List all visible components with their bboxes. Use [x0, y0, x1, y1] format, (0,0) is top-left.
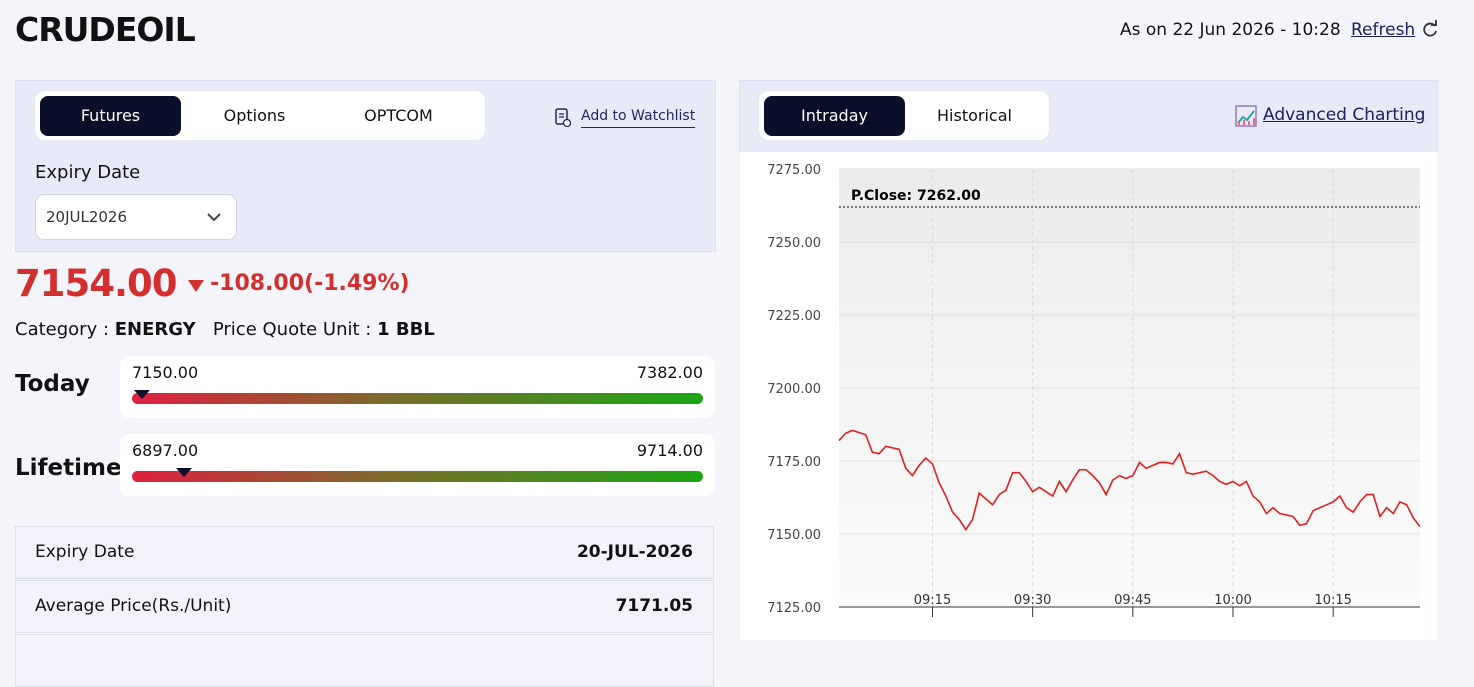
- x-tick-label: 09:15: [914, 593, 951, 608]
- range-label: Today: [15, 371, 90, 397]
- table-row: Expiry Date 20-JUL-2026: [15, 526, 714, 579]
- range-bar: [132, 393, 703, 404]
- y-tick-label: 7275.00: [767, 163, 821, 178]
- page: CRUDEOIL As on 22 Jun 2026 - 10:28 Refre…: [15, 10, 1439, 687]
- tab[interactable]: Options: [223, 106, 286, 125]
- x-tick-label: 10:00: [1214, 593, 1251, 608]
- expiry-value: 20JUL2026: [46, 208, 128, 226]
- range-high: 7382.00: [636, 363, 703, 382]
- row-value: 7171.05: [615, 596, 693, 616]
- refresh-icon[interactable]: [1421, 20, 1439, 38]
- x-tick-label: 09:45: [1114, 593, 1151, 608]
- range-marker: [176, 468, 193, 477]
- category-line: Category : ENERGY Price Quote Unit : 1 B…: [15, 319, 435, 340]
- y-tick-label: 7250.00: [767, 236, 821, 251]
- tab[interactable]: OPTCOM: [364, 106, 433, 125]
- tab[interactable]: Intraday: [764, 96, 905, 136]
- advanced-charting[interactable]: Advanced Charting: [1263, 105, 1426, 125]
- y-tick-label: 7200.00: [767, 382, 821, 397]
- y-tick-label: 7225.00: [767, 309, 821, 324]
- row-value: 20-JUL-2026: [576, 542, 693, 562]
- tab[interactable]: Historical: [937, 106, 1012, 125]
- category-value: ENERGY: [114, 319, 196, 340]
- unit-label: Price Quote Unit :: [212, 319, 372, 340]
- tab-bar: Futures Options OPTCOM: [35, 91, 485, 140]
- x-tick-label: 10:15: [1314, 593, 1351, 608]
- range-high: 9714.00: [636, 441, 703, 460]
- row-label: Average Price(Rs./Unit): [35, 596, 232, 616]
- range-marker: [133, 390, 150, 399]
- expiry-label: Expiry Date: [35, 162, 141, 183]
- x-tick-label: 09:30: [1014, 593, 1051, 608]
- chart-tab-bar: Intraday Historical: [759, 91, 1049, 140]
- price: 7154.00: [15, 262, 178, 305]
- intraday-chart: 7125.00 7150.00 7175.00 7200.00 7225.00 7250.…: [740, 152, 1437, 640]
- range-card: 7150.00 7382.00: [120, 356, 715, 418]
- change: -108.00(-1.49%): [210, 271, 410, 296]
- y-tick-label: 7150.00: [767, 528, 821, 543]
- range-bar: [132, 471, 703, 482]
- expiry-select[interactable]: 20JUL2026: [35, 194, 237, 240]
- row-label: Expiry Date: [35, 542, 135, 562]
- chart-icon[interactable]: [1235, 105, 1259, 127]
- tab[interactable]: Futures: [40, 96, 181, 136]
- title: CRUDEOIL: [15, 10, 196, 49]
- category-label: Category :: [15, 319, 110, 340]
- down-arrow: [188, 280, 204, 292]
- range-low: 7150.00: [132, 363, 199, 382]
- range-label: Lifetime: [15, 455, 122, 481]
- price-line: [838, 429, 1421, 532]
- unit-value: 1 BBL: [377, 319, 435, 340]
- chevron: [207, 213, 221, 222]
- add-to-watchlist[interactable]: Add to Watchlist: [581, 108, 696, 128]
- y-tick-label: 7175.00: [767, 455, 821, 470]
- range-card: 6897.00 9714.00: [120, 434, 715, 496]
- refresh[interactable]: Refresh: [1351, 20, 1416, 40]
- watchlist-icon[interactable]: [554, 108, 572, 128]
- range-low: 6897.00: [132, 441, 199, 460]
- table-row: [15, 634, 714, 687]
- as-on: As on 22 Jun 2026 - 10:28: [1120, 20, 1341, 40]
- table-row: Average Price(Rs./Unit) 7171.05: [15, 580, 714, 633]
- reference-label: P.Close: 7262.00: [851, 188, 981, 204]
- y-tick-label: 7125.00: [767, 601, 821, 616]
